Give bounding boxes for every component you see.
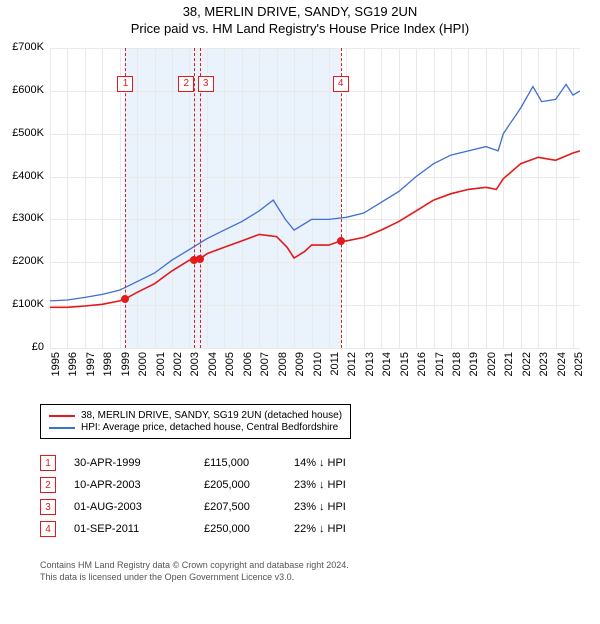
y-axis-tick-label: £700K	[12, 41, 44, 53]
sales-table-date: 01-SEP-2011	[74, 523, 204, 535]
x-axis-tick-label: 2007	[259, 352, 271, 376]
chart-series-line	[50, 151, 580, 307]
sale-marker-number-box: 3	[198, 76, 214, 92]
x-axis-tick-label: 1996	[67, 352, 79, 376]
sales-table-pct: 22%	[294, 523, 316, 535]
x-axis-tick-label: 1997	[85, 352, 97, 376]
x-axis-tick-label: 1999	[120, 352, 132, 376]
sales-table-hpi-label: HPI	[328, 457, 346, 469]
x-axis-tick-label: 2024	[556, 352, 568, 376]
sales-table-hpi-label: HPI	[328, 523, 346, 535]
chart-title-line-2: Price paid vs. HM Land Registry's House …	[0, 21, 600, 36]
y-axis-tick-label: £100K	[12, 298, 44, 310]
down-arrow-icon: ↓	[319, 457, 325, 469]
sales-table-hpi-label: HPI	[328, 479, 346, 491]
legend-swatch	[49, 427, 75, 429]
y-axis-tick-label: £500K	[12, 127, 44, 139]
sales-table-row: 2 10-APR-2003£205,00023%↓HPI	[40, 474, 346, 496]
sales-table-price: £207,500	[204, 501, 294, 513]
sales-table-pct: 23%	[294, 479, 316, 491]
down-arrow-icon: ↓	[319, 479, 325, 491]
x-axis-tick-label: 2008	[277, 352, 289, 376]
x-axis-tick-label: 2015	[399, 352, 411, 376]
y-axis-tick-label: £400K	[12, 170, 44, 182]
chart-series-line	[50, 84, 580, 301]
sale-marker-number-box: 2	[178, 76, 194, 92]
x-axis-tick-label: 2021	[503, 352, 515, 376]
y-axis-tick-label: £600K	[12, 84, 44, 96]
sales-table-date: 01-AUG-2003	[74, 501, 204, 513]
chart-series-svg	[50, 48, 580, 348]
sales-table-price: £250,000	[204, 523, 294, 535]
x-axis-tick-label: 2011	[329, 352, 341, 376]
chart-legend: 38, MERLIN DRIVE, SANDY, SG19 2UN (detac…	[40, 404, 351, 439]
sale-marker-guideline	[125, 48, 126, 348]
x-axis-tick-label: 2017	[434, 352, 446, 376]
x-axis-tick-label: 2020	[486, 352, 498, 376]
sales-table: 130-APR-1999£115,00014%↓HPI210-APR-2003£…	[40, 452, 346, 540]
sales-table-hpi-label: HPI	[328, 501, 346, 513]
legend-item: HPI: Average price, detached house, Cent…	[49, 422, 342, 433]
footer-line-2: This data is licensed under the Open Gov…	[40, 572, 349, 584]
sales-table-price: £115,000	[204, 457, 294, 469]
x-axis-tick-label: 2025	[573, 352, 585, 376]
sale-marker-dot	[337, 237, 345, 245]
x-axis-tick-label: 2023	[538, 352, 550, 376]
x-axis-tick-label: 2004	[207, 352, 219, 376]
sales-table-marker-box: 2	[40, 477, 56, 493]
x-axis-tick-label: 2010	[312, 352, 324, 376]
sales-table-marker-box: 4	[40, 521, 56, 537]
x-axis-tick-label: 2002	[172, 352, 184, 376]
x-axis-tick-label: 2009	[294, 352, 306, 376]
down-arrow-icon: ↓	[319, 523, 325, 535]
legend-swatch	[49, 415, 75, 417]
x-axis-tick-label: 2006	[242, 352, 254, 376]
sales-table-row: 1 30-APR-1999£115,00014%↓HPI	[40, 452, 346, 474]
sales-table-row: 4 01-SEP-2011£250,00022%↓HPI	[40, 518, 346, 540]
x-axis-tick-label: 2005	[224, 352, 236, 376]
price-chart: £0£100K£200K£300K£400K£500K£600K£700K199…	[50, 48, 580, 348]
x-axis-tick-label: 1998	[102, 352, 114, 376]
sales-table-marker-box: 3	[40, 499, 56, 515]
x-axis-tick-label: 2018	[451, 352, 463, 376]
x-axis-tick-label: 1995	[50, 352, 62, 376]
sale-marker-guideline	[341, 48, 342, 348]
y-axis-tick-label: £200K	[12, 255, 44, 267]
down-arrow-icon: ↓	[319, 501, 325, 513]
chart-title-line-1: 38, MERLIN DRIVE, SANDY, SG19 2UN	[0, 4, 600, 19]
legend-label: 38, MERLIN DRIVE, SANDY, SG19 2UN (detac…	[81, 410, 342, 421]
y-axis-tick-label: £300K	[12, 212, 44, 224]
sales-table-pct: 14%	[294, 457, 316, 469]
sale-marker-guideline	[200, 48, 201, 348]
legend-label: HPI: Average price, detached house, Cent…	[81, 422, 338, 433]
sales-table-row: 3 01-AUG-2003£207,50023%↓HPI	[40, 496, 346, 518]
sale-marker-number-box: 4	[333, 76, 349, 92]
x-axis-tick-label: 2016	[416, 352, 428, 376]
x-axis-tick-label: 2019	[468, 352, 480, 376]
sales-table-pct: 23%	[294, 501, 316, 513]
x-axis-tick-label: 2001	[155, 352, 167, 376]
sale-marker-guideline	[194, 48, 195, 348]
legend-item: 38, MERLIN DRIVE, SANDY, SG19 2UN (detac…	[49, 410, 342, 421]
x-axis-tick-label: 2003	[189, 352, 201, 376]
sales-table-marker-box: 1	[40, 455, 56, 471]
sales-table-date: 10-APR-2003	[74, 479, 204, 491]
footer-line-1: Contains HM Land Registry data © Crown c…	[40, 560, 349, 572]
x-axis-tick-label: 2014	[381, 352, 393, 376]
x-axis-tick-label: 2012	[346, 352, 358, 376]
sale-marker-dot	[121, 295, 129, 303]
sales-table-date: 30-APR-1999	[74, 457, 204, 469]
grid-line-horizontal	[50, 348, 580, 349]
x-axis-tick-label: 2013	[364, 352, 376, 376]
y-axis-tick-label: £0	[32, 341, 44, 353]
sale-marker-dot	[196, 255, 204, 263]
footer-attribution: Contains HM Land Registry data © Crown c…	[40, 560, 349, 583]
sale-marker-number-box: 1	[117, 76, 133, 92]
x-axis-tick-label: 2000	[137, 352, 149, 376]
sales-table-price: £205,000	[204, 479, 294, 491]
x-axis-tick-label: 2022	[521, 352, 533, 376]
